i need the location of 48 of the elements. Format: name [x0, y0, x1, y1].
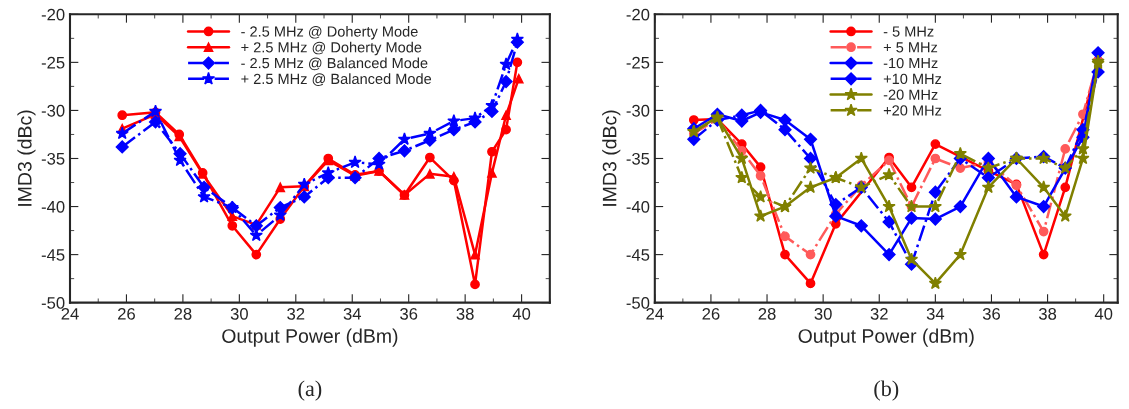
- x-axis-title: Output Power (dBm): [798, 328, 974, 347]
- legend-label: - 2.5 MHz @ Doherty Mode: [241, 25, 418, 40]
- x-tick-label: 36: [400, 307, 418, 320]
- legend-label: -20 MHz: [883, 89, 938, 100]
- legend-label: -10 MHz: [883, 57, 938, 69]
- x-tick-label: 32: [287, 307, 305, 320]
- x-tick-label: 40: [512, 307, 531, 320]
- y-tick-label: -50: [626, 297, 650, 309]
- y-tick-label: -30: [626, 104, 650, 117]
- x-tick-label: 36: [982, 307, 1000, 320]
- x-tick-label: 26: [118, 307, 135, 320]
- y-tick-label: -25: [626, 56, 650, 69]
- y-tick-label: -50: [41, 297, 65, 309]
- y-tick-label: -20: [626, 8, 650, 21]
- legend-label: +10 MHz: [883, 73, 942, 85]
- x-tick-label: 26: [702, 307, 720, 320]
- text: (b): [874, 380, 899, 401]
- x-tick-label: 24: [61, 307, 79, 320]
- legend-label: + 5 MHz: [883, 42, 938, 53]
- x-tick-label: 28: [758, 307, 776, 320]
- y-tick-label: -30: [41, 104, 65, 117]
- text: (a): [298, 380, 322, 401]
- legend-label: + 2.5 MHz @ Doherty Mode: [241, 41, 422, 56]
- x-tick-label: 30: [230, 307, 248, 320]
- y-tick-label: -35: [626, 152, 650, 165]
- y-tick-label: -45: [626, 249, 650, 261]
- y-tick-label: -40: [41, 200, 65, 213]
- y-tick-label: -20: [41, 8, 65, 21]
- x-tick-label: 32: [870, 307, 888, 320]
- y-axis-title: IMD3 (dBc): [602, 110, 621, 206]
- y-tick-label: -45: [41, 249, 65, 261]
- x-tick-label: 34: [343, 307, 362, 320]
- legend-label: - 2.5 MHz @ Balanced Mode: [241, 57, 428, 71]
- y-axis-title: IMD3 (dBc): [17, 110, 36, 206]
- x-tick-label: 34: [926, 307, 945, 320]
- legend-label: +20 MHz: [883, 105, 942, 116]
- x-tick-label: 24: [646, 307, 664, 320]
- legend-label: - 5 MHz: [883, 26, 934, 37]
- x-tick-label: 38: [456, 307, 474, 320]
- x-tick-label: 40: [1094, 307, 1113, 320]
- legend-label: + 2.5 MHz @ Balanced Mode: [241, 73, 432, 86]
- x-axis-title: Output Power (dBm): [222, 328, 398, 347]
- x-tick-label: 38: [1038, 307, 1057, 320]
- x-tick-label: 30: [814, 307, 832, 320]
- y-tick-label: -25: [41, 56, 65, 69]
- x-tick-label: 28: [174, 307, 192, 320]
- y-tick-label: -35: [41, 152, 65, 165]
- y-tick-label: -40: [626, 200, 650, 213]
